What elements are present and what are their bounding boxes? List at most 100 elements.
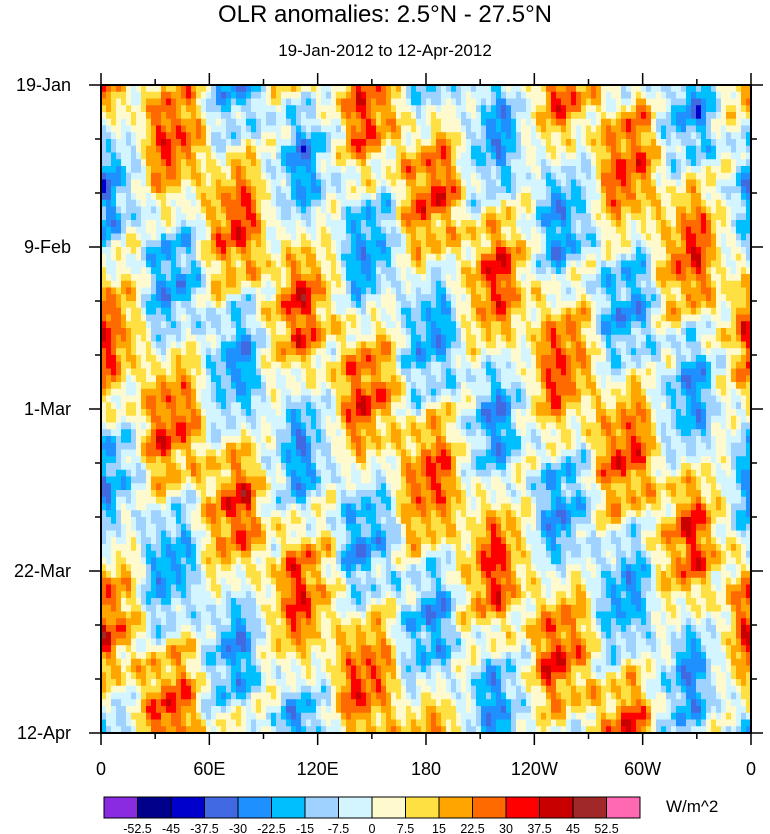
heatmap-cell xyxy=(596,240,602,248)
heatmap-cell xyxy=(371,328,377,336)
heatmap-cell xyxy=(276,253,282,262)
heatmap-cell xyxy=(606,274,612,282)
heatmap-cell xyxy=(186,193,192,201)
heatmap-cell xyxy=(571,334,577,343)
heatmap-cell xyxy=(381,307,387,316)
heatmap-cell xyxy=(311,105,317,113)
heatmap-cell xyxy=(286,267,292,275)
heatmap-cell xyxy=(646,301,652,309)
heatmap-cell xyxy=(211,145,217,154)
heatmap-cell xyxy=(166,139,172,147)
heatmap-cell xyxy=(211,294,217,302)
heatmap-cell xyxy=(646,233,652,241)
heatmap-cell xyxy=(446,233,452,241)
heatmap-cell xyxy=(471,280,477,289)
heatmap-cell xyxy=(346,287,352,295)
heatmap-cell xyxy=(676,199,682,208)
heatmap-cell xyxy=(281,314,287,322)
heatmap-cell xyxy=(701,253,707,262)
heatmap-cell xyxy=(211,226,217,235)
heatmap-cell xyxy=(201,274,207,282)
heatmap-cell xyxy=(161,328,167,336)
heatmap-cell xyxy=(556,247,562,255)
heatmap-cell xyxy=(206,213,212,221)
heatmap-cell xyxy=(376,307,382,316)
heatmap-cell xyxy=(176,166,182,174)
heatmap-cell xyxy=(506,321,512,329)
heatmap-cell xyxy=(346,199,352,208)
heatmap-cell xyxy=(576,132,582,140)
heatmap-cell xyxy=(181,105,187,113)
heatmap-cell xyxy=(676,287,682,295)
heatmap-cell xyxy=(576,199,582,208)
heatmap-cell xyxy=(636,267,642,275)
heatmap-cell xyxy=(566,334,572,343)
heatmap-cell xyxy=(571,233,577,241)
heatmap-cell xyxy=(156,253,162,262)
heatmap-cell xyxy=(536,152,542,160)
heatmap-cell xyxy=(206,294,212,302)
heatmap-cell xyxy=(481,307,487,316)
heatmap-cell xyxy=(461,118,467,127)
heatmap-cell xyxy=(721,206,727,214)
heatmap-cell xyxy=(211,240,217,248)
heatmap-cell xyxy=(561,159,567,167)
heatmap-cell xyxy=(541,267,547,275)
heatmap-cell xyxy=(106,112,112,120)
heatmap-cell xyxy=(141,132,147,140)
heatmap-cell xyxy=(451,199,457,208)
heatmap-cell xyxy=(131,193,137,201)
heatmap-cell xyxy=(381,334,387,343)
heatmap-cell xyxy=(566,321,572,329)
heatmap-cell xyxy=(586,274,592,282)
heatmap-cell xyxy=(451,172,457,181)
heatmap-cell xyxy=(241,334,247,343)
heatmap-cell xyxy=(651,287,657,295)
heatmap-cell xyxy=(166,98,172,106)
heatmap-cell xyxy=(441,314,447,322)
heatmap-cell xyxy=(136,206,142,214)
heatmap-cell xyxy=(276,213,282,221)
heatmap-cell xyxy=(516,179,522,187)
heatmap-cell xyxy=(361,287,367,295)
heatmap-cell xyxy=(221,321,227,329)
heatmap-cell xyxy=(126,253,132,262)
heatmap-cell xyxy=(531,118,537,127)
heatmap-cell xyxy=(131,260,137,268)
heatmap-cell xyxy=(386,112,392,120)
heatmap-cell xyxy=(236,112,242,120)
heatmap-cell xyxy=(476,105,482,113)
heatmap-cell xyxy=(526,159,532,167)
heatmap-cell xyxy=(721,226,727,235)
heatmap-cell xyxy=(251,314,257,322)
heatmap-cell xyxy=(746,179,752,187)
heatmap-cell xyxy=(126,132,132,140)
heatmap-cell xyxy=(526,152,532,160)
heatmap-cell xyxy=(161,213,167,221)
heatmap-cell xyxy=(471,85,477,93)
heatmap-cell xyxy=(121,240,127,248)
heatmap-cell xyxy=(636,172,642,181)
heatmap-cell xyxy=(506,247,512,255)
heatmap-cell xyxy=(636,321,642,329)
heatmap-cell xyxy=(621,213,627,221)
heatmap-cell xyxy=(286,105,292,113)
heatmap-cell xyxy=(161,145,167,154)
heatmap-cell xyxy=(276,132,282,140)
heatmap-cell xyxy=(636,247,642,255)
heatmap-cell xyxy=(181,91,187,100)
heatmap-cell xyxy=(136,314,142,322)
heatmap-cell xyxy=(401,85,407,93)
heatmap-cell xyxy=(111,260,117,268)
heatmap-cell xyxy=(201,145,207,154)
heatmap-cell xyxy=(311,98,317,106)
heatmap-cell xyxy=(706,267,712,275)
heatmap-cell xyxy=(406,132,412,140)
heatmap-cell xyxy=(456,294,462,302)
heatmap-cell xyxy=(371,260,377,268)
heatmap-cell xyxy=(216,220,222,228)
heatmap-cell xyxy=(286,341,292,349)
heatmap-cell xyxy=(341,85,347,93)
heatmap-cell xyxy=(131,287,137,295)
heatmap-cell xyxy=(321,267,327,275)
